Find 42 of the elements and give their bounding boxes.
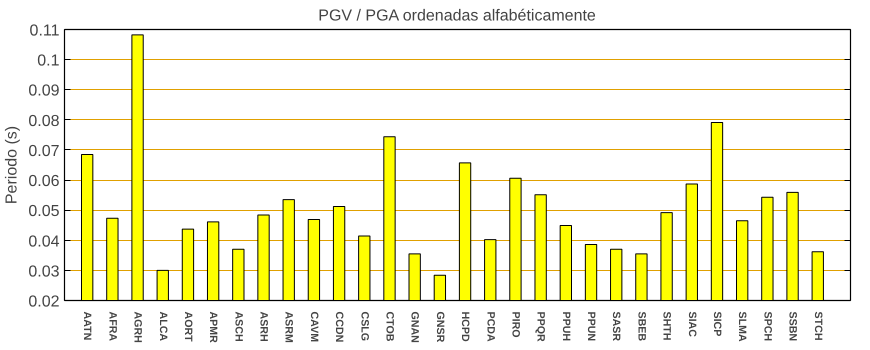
x-tick-label: ASCH bbox=[232, 312, 244, 342]
x-tick-label: GNAN bbox=[408, 312, 421, 343]
y-tick-label: 0.07 bbox=[28, 142, 60, 160]
y-tick-label: 0.04 bbox=[28, 233, 60, 250]
y-tick-label: 0.06 bbox=[28, 173, 60, 190]
x-tick-label: ALCA bbox=[156, 312, 169, 342]
x-tick-label: SLMA bbox=[736, 312, 748, 342]
x-tick-label: PPUH bbox=[560, 312, 572, 342]
x-tick-label: ASRM bbox=[282, 312, 295, 343]
y-tick-label: 0.08 bbox=[28, 112, 60, 130]
x-tick-label: SICP bbox=[710, 312, 723, 336]
x-tick-label: SPCH bbox=[761, 312, 774, 342]
x-tick-label: GNSR bbox=[434, 312, 446, 343]
x-tick-label: APMR bbox=[207, 312, 220, 344]
x-tick-label: SHTH bbox=[660, 312, 673, 341]
x-tick-label: PIRO bbox=[509, 312, 522, 338]
x-tick-label: CCDN bbox=[333, 312, 346, 342]
x-tick-label: CTOB bbox=[383, 312, 396, 342]
x-tick-label: SIAC bbox=[686, 312, 698, 338]
x-tick-label: HCPD bbox=[459, 312, 472, 342]
x-tick-label: SASR bbox=[610, 312, 622, 342]
x-tick-label: SSBN bbox=[786, 312, 799, 342]
x-tick-label: ASRH bbox=[258, 312, 270, 342]
x-tick-label: CAVM bbox=[308, 312, 320, 342]
x-tick-label: STCH bbox=[812, 312, 824, 341]
y-tick-label: 0.03 bbox=[28, 263, 60, 280]
y-tick-label: 0.02 bbox=[28, 294, 60, 310]
x-tick-label: PCDA bbox=[484, 312, 496, 342]
y-tick-label: 0.11 bbox=[30, 22, 60, 40]
x-tick-label: PPUN bbox=[585, 312, 598, 342]
x-tick-label: PPQR bbox=[534, 312, 547, 342]
x-tick-label: AGRH bbox=[132, 312, 144, 343]
y-tick-label: 0.09 bbox=[28, 82, 60, 100]
y-tick-label: 0.1 bbox=[37, 52, 60, 70]
chart-title: PGV / PGA ordenadas alfabéticamente bbox=[318, 8, 596, 24]
y-tick-label: 0.05 bbox=[28, 203, 60, 220]
x-tick-label: SBEB bbox=[635, 312, 648, 342]
x-tick-label: CSLG bbox=[358, 312, 370, 342]
x-tick-label: AATN bbox=[81, 312, 94, 340]
x-tick-label: AFRA bbox=[106, 312, 118, 342]
y-axis-title: Periodo (s) bbox=[3, 126, 20, 204]
x-tick-label: AORT bbox=[182, 312, 194, 342]
